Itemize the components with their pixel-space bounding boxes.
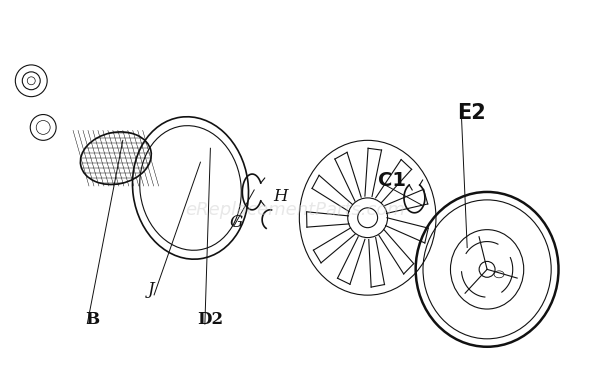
Text: J: J <box>148 282 155 298</box>
Text: E2: E2 <box>457 103 486 123</box>
Text: D2: D2 <box>197 311 223 328</box>
Text: C1: C1 <box>378 171 406 190</box>
Text: G: G <box>230 214 243 231</box>
Text: eReplacementParts.com: eReplacementParts.com <box>185 201 405 219</box>
Text: H: H <box>273 188 287 205</box>
Text: B: B <box>86 311 100 328</box>
